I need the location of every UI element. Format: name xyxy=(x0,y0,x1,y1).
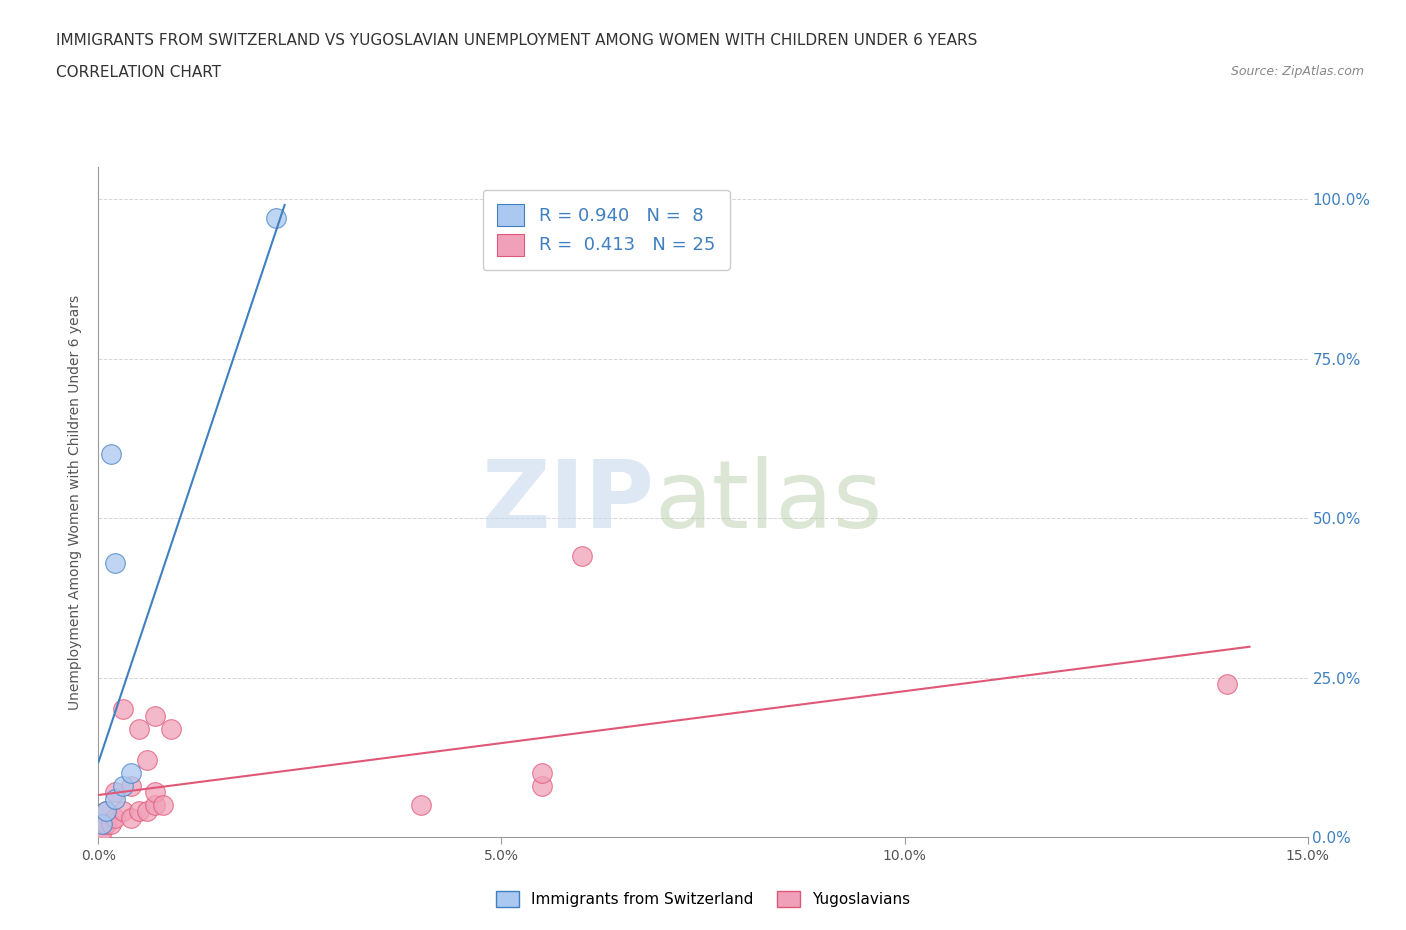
Point xyxy=(103,555,125,570)
Point xyxy=(96,817,118,831)
Point xyxy=(1216,676,1239,691)
Point xyxy=(111,702,134,717)
Point xyxy=(120,765,142,780)
Point xyxy=(530,778,553,793)
Point xyxy=(91,817,114,831)
Point xyxy=(128,804,150,819)
Point xyxy=(135,753,157,768)
Point xyxy=(100,817,122,831)
Point xyxy=(103,791,125,806)
Point xyxy=(135,804,157,819)
Point xyxy=(152,798,174,813)
Point xyxy=(571,549,593,564)
Point xyxy=(143,785,166,800)
Point xyxy=(103,810,125,825)
Point xyxy=(111,778,134,793)
Point xyxy=(409,798,432,813)
Point xyxy=(103,785,125,800)
Point xyxy=(120,778,142,793)
Point xyxy=(264,211,287,226)
Text: Source: ZipAtlas.com: Source: ZipAtlas.com xyxy=(1230,65,1364,78)
Text: atlas: atlas xyxy=(655,457,883,548)
Legend: R = 0.940   N =  8, R =  0.413   N = 25: R = 0.940 N = 8, R = 0.413 N = 25 xyxy=(482,190,730,270)
Point xyxy=(100,447,122,462)
Point xyxy=(96,804,118,819)
Point xyxy=(96,804,118,819)
Text: IMMIGRANTS FROM SWITZERLAND VS YUGOSLAVIAN UNEMPLOYMENT AMONG WOMEN WITH CHILDRE: IMMIGRANTS FROM SWITZERLAND VS YUGOSLAVI… xyxy=(56,33,977,47)
Point xyxy=(530,765,553,780)
Point xyxy=(91,823,114,838)
Text: ZIP: ZIP xyxy=(482,457,655,548)
Text: CORRELATION CHART: CORRELATION CHART xyxy=(56,65,221,80)
Point xyxy=(128,721,150,736)
Point xyxy=(143,798,166,813)
Legend: Immigrants from Switzerland, Yugoslavians: Immigrants from Switzerland, Yugoslavian… xyxy=(491,884,915,913)
Point xyxy=(120,810,142,825)
Y-axis label: Unemployment Among Women with Children Under 6 years: Unemployment Among Women with Children U… xyxy=(69,295,83,710)
Point xyxy=(160,721,183,736)
Point xyxy=(143,709,166,724)
Point xyxy=(111,804,134,819)
Point xyxy=(89,830,111,844)
